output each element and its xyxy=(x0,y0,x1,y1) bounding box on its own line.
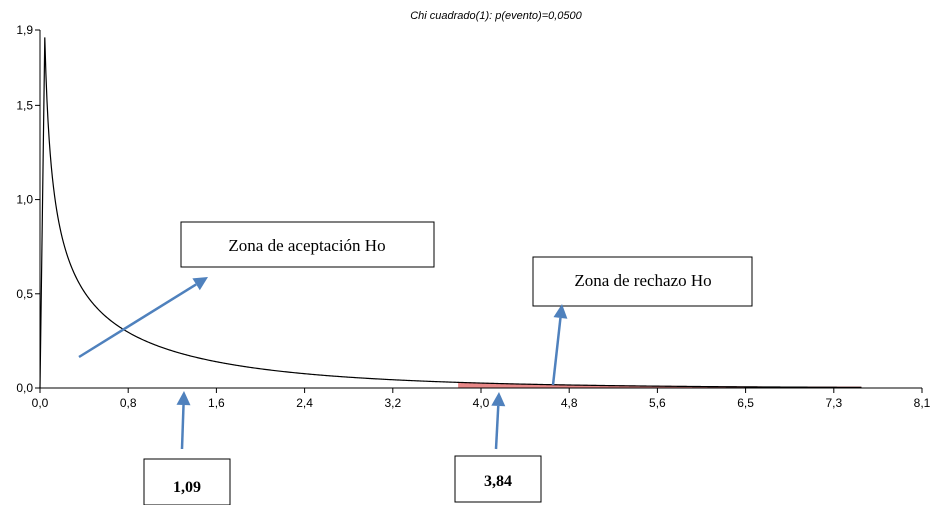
rejection-arrow xyxy=(551,304,568,386)
acceptance-arrow-head xyxy=(192,277,208,291)
critical-value-arrow-shaft xyxy=(494,405,500,450)
rejection-arrow-shaft xyxy=(551,317,562,386)
rejection-label: Zona de rechazo Ho xyxy=(574,271,711,290)
critical-value-arrow xyxy=(491,392,506,450)
y-tick-label: 0,5 xyxy=(16,287,33,301)
observed-value-label: 1,09 xyxy=(173,479,201,496)
acceptance-arrow-shaft xyxy=(78,283,197,359)
rejection-box xyxy=(532,256,753,307)
x-tick-label: 4,0 xyxy=(473,396,490,410)
observed-value-arrow-head xyxy=(176,391,191,406)
x-tick-label: 5,6 xyxy=(649,396,666,410)
x-tick-label: 7,3 xyxy=(825,396,842,410)
rejection-annotation: Zona de rechazo Ho xyxy=(532,256,753,307)
x-tick-label: 3,2 xyxy=(384,396,401,410)
critical-value-annotation: 3,84 xyxy=(454,455,542,503)
x-tick-label: 4,8 xyxy=(561,396,578,410)
y-tick-label: 1,0 xyxy=(16,193,33,207)
observed-value-arrow-shaft xyxy=(180,404,185,450)
y-tick-label: 0,0 xyxy=(16,381,33,395)
x-tick-label: 0,8 xyxy=(120,396,137,410)
critical-value-box xyxy=(454,455,542,503)
density-curve xyxy=(39,37,862,389)
acceptance-arrow xyxy=(78,277,208,359)
x-tick-label: 0,0 xyxy=(32,396,49,410)
chart-subtitle: Chi cuadrado(1): p(evento)=0,0500 xyxy=(410,10,582,22)
critical-value-arrow-head xyxy=(491,392,506,407)
acceptance-annotation: Zona de aceptación Ho xyxy=(180,221,435,268)
observed-value-annotation: 1,09 xyxy=(143,458,231,505)
acceptance-label: Zona de aceptación Ho xyxy=(228,236,385,255)
annotation-arrows xyxy=(78,277,568,450)
rejection-arrow-head xyxy=(553,304,568,319)
x-tick-label: 6,5 xyxy=(737,396,754,410)
y-tick-label: 1,5 xyxy=(16,98,33,112)
x-tick-label: 2,4 xyxy=(296,396,313,410)
x-tick-label: 1,6 xyxy=(208,396,225,410)
y-tick-label: 1,9 xyxy=(16,23,33,37)
critical-value-label: 3,84 xyxy=(484,473,512,490)
x-ticks: 0,0 0,8 1,6 2,4 3,2 4,0 4,8 5,6 6,5 7,3 8,1 xyxy=(32,388,931,410)
x-tick-label: 8,1 xyxy=(914,396,931,410)
acceptance-box xyxy=(180,221,435,268)
y-ticks: 0,0 0,5 1,0 1,5 1,9 xyxy=(16,23,40,395)
observed-value-box xyxy=(143,458,231,505)
observed-value-arrow xyxy=(176,391,191,450)
